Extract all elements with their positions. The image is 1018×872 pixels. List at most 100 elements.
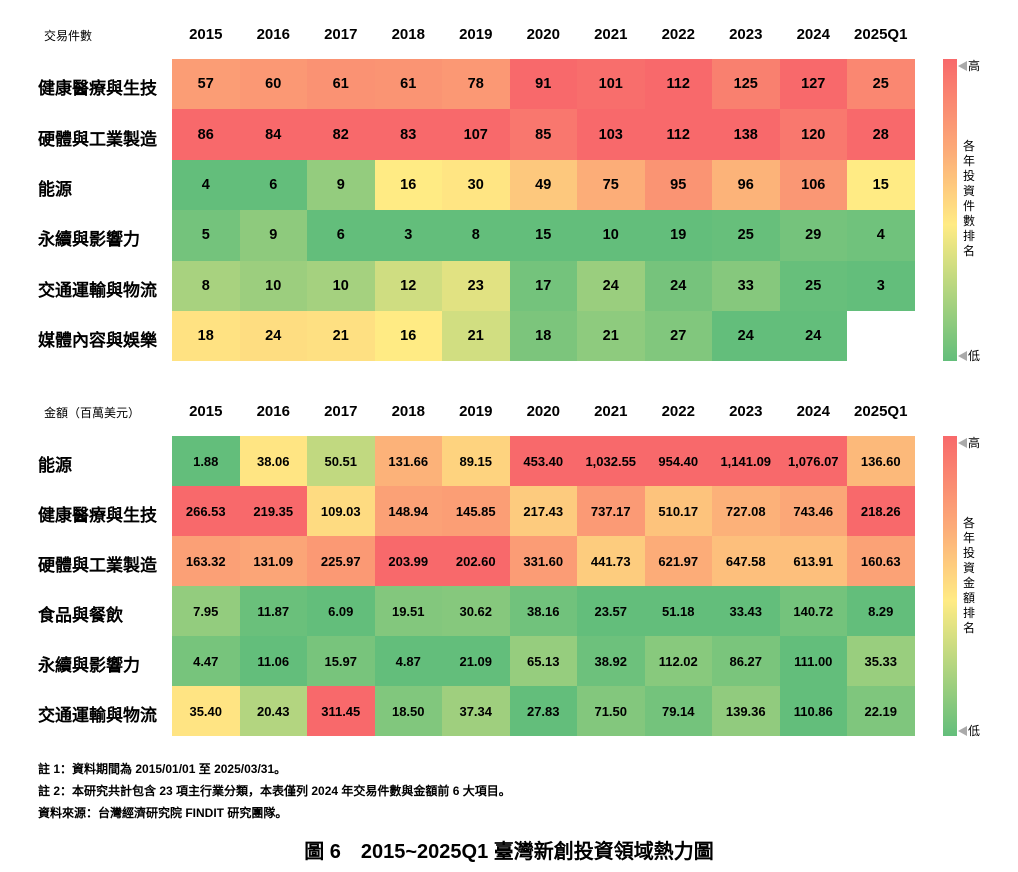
heatmap-cell: 51.18	[644, 586, 712, 636]
heatmap-cell: 61	[307, 59, 375, 110]
column-header: 2020	[526, 403, 560, 420]
heatmap-cell: 21	[577, 311, 645, 362]
heatmap-cell: 4	[172, 159, 240, 211]
heatmap-cell: 27.83	[509, 686, 577, 736]
heatmap-cell: 4.87	[374, 636, 442, 686]
row-label: 能源	[38, 180, 72, 199]
column-header: 2019	[459, 403, 493, 420]
column-header: 2018	[391, 26, 425, 43]
heatmap-cell: 35.40	[172, 686, 240, 736]
heatmap-cell: 8.29	[847, 586, 915, 636]
heatmap-cell: 24	[577, 260, 645, 311]
row-label: 硬體與工業製造	[38, 129, 157, 149]
column-header: 2019	[459, 26, 493, 43]
legend-high: 高	[958, 57, 980, 74]
note-2: 註 2：本研究共計包含 23 項主行業分類，本表僅列 2024 年交易件數與金額…	[38, 784, 511, 798]
heatmap-cell: 311.45	[307, 686, 375, 736]
legend-low: 低	[958, 347, 980, 364]
heatmap-cell: 16	[374, 311, 442, 362]
heatmap-cell: 131.66	[374, 436, 442, 486]
column-header: 2021	[594, 26, 628, 43]
heatmap-cell: 621.97	[644, 536, 712, 586]
heatmap-cell: 8	[442, 210, 510, 261]
heatmap-cell: 139.36	[712, 686, 780, 736]
heatmap-cell: 84	[239, 109, 307, 160]
heatmap-cell: 202.60	[442, 536, 510, 586]
row-label: 交通運輸與物流	[38, 280, 157, 300]
heatmap-cell: 60	[239, 59, 307, 110]
column-header: 2024	[796, 403, 830, 420]
heatmap-cell: 112.02	[644, 636, 712, 686]
legend-low-label: 低	[968, 724, 981, 738]
row-label: 硬體與工業製造	[38, 556, 157, 575]
heatmap-cell: 11.87	[239, 586, 307, 636]
heatmap-cell: 21	[442, 311, 510, 362]
row-label: 交通運輸與物流	[38, 706, 157, 725]
heatmap-cell: 1,076.07	[779, 436, 847, 486]
heatmap-cell: 33.43	[712, 586, 780, 636]
heatmap-cell: 10	[577, 210, 645, 261]
legend-low-label: 低	[968, 349, 981, 364]
heatmap-cell: 203.99	[374, 536, 442, 586]
row-label: 健康醫療與生技	[38, 506, 157, 525]
heatmap-cell: 9	[239, 210, 307, 261]
row-label: 能源	[38, 456, 72, 475]
heatmap-cell: 65.13	[509, 636, 577, 686]
heatmap-cell: 78	[442, 59, 510, 110]
heatmap-cell: 38.16	[509, 586, 577, 636]
legend-title: 各年投資件數排名	[962, 139, 975, 258]
heatmap-cell: 136.60	[847, 436, 915, 486]
heatmap-cell: 112	[644, 109, 712, 160]
heatmap-cell: 737.17	[577, 486, 645, 536]
column-header: 2015	[189, 403, 223, 420]
heatmap-cell: 1.88	[172, 436, 240, 486]
heatmap-cell: 21.09	[442, 636, 510, 686]
heatmap-cell: 647.58	[712, 536, 780, 586]
column-header: 2023	[729, 403, 763, 420]
heatmap-cell: 138	[712, 109, 780, 160]
heatmap-cell: 613.91	[779, 536, 847, 586]
color-scale-bar	[943, 436, 957, 736]
pointer-triangle-icon	[958, 350, 967, 361]
heatmap-cell: 24	[779, 311, 847, 362]
heatmap-cell: 49	[509, 159, 577, 211]
row-label: 永續與影響力	[38, 656, 140, 675]
heatmap-cell: 79.14	[644, 686, 712, 736]
heatmap-cell: 111.00	[779, 636, 847, 686]
heatmap-cell: 35.33	[847, 636, 915, 686]
column-header: 2018	[391, 403, 425, 420]
heatmap-cell: 163.32	[172, 536, 240, 586]
heatmap-cell: 1,141.09	[712, 436, 780, 486]
legend-low: 低	[958, 722, 980, 739]
color-scale-bar	[943, 59, 957, 362]
column-header: 2020	[526, 26, 560, 43]
row-label: 健康醫療與生技	[38, 79, 157, 99]
heatmap-cell: 18	[509, 311, 577, 362]
heatmap-cell: 140.72	[779, 586, 847, 636]
heatmap-cell: 18.50	[374, 686, 442, 736]
heatmap-cell: 127	[779, 59, 847, 110]
heatmap-cell: 89.15	[442, 436, 510, 486]
heatmap-cell: 15	[509, 210, 577, 261]
heatmap-cell: 120	[779, 109, 847, 160]
heatmap-cell: 12	[374, 260, 442, 311]
heatmap-cell: 743.46	[779, 486, 847, 536]
heatmap-cell: 86	[172, 109, 240, 160]
heatmap-cell: 24	[239, 311, 307, 362]
heatmap-cell: 217.43	[509, 486, 577, 536]
figure-caption: 圖 6 2015~2025Q1 臺灣新創投資領域熱力圖	[304, 841, 714, 863]
heatmap-cell: 50.51	[307, 436, 375, 486]
heatmap-cell: 23.57	[577, 586, 645, 636]
heatmap-cell: 225.97	[307, 536, 375, 586]
heatmap-cell: 727.08	[712, 486, 780, 536]
heatmap-cell: 30.62	[442, 586, 510, 636]
heatmap-cell: 4.47	[172, 636, 240, 686]
heatmap-cell: 38.92	[577, 636, 645, 686]
column-header: 2016	[256, 26, 290, 43]
note-1: 註 1：資料期間為 2015/01/01 至 2025/03/31。	[38, 762, 287, 776]
column-header: 2021	[594, 403, 628, 420]
heatmap-cell: 3	[847, 260, 915, 311]
heatmap-cell: 95	[644, 159, 712, 211]
heatmap-cell: 33	[712, 260, 780, 311]
heatmap-cell: 17	[509, 260, 577, 311]
